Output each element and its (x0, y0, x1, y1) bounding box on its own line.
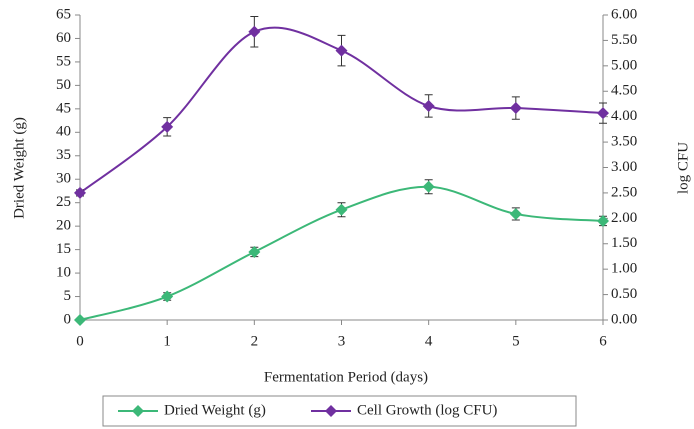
point (74, 314, 86, 326)
legend-marker (132, 405, 144, 417)
point (161, 290, 174, 303)
point (161, 120, 174, 133)
y-tick-label: 5 (64, 288, 72, 304)
point (248, 245, 261, 258)
y-tick-label: 45 (56, 100, 71, 116)
point (509, 207, 522, 220)
legend-label: Dried Weight (g) (164, 402, 266, 418)
y2-tick-label: 3.00 (611, 159, 637, 175)
y2-tick-label: 5.00 (611, 57, 637, 73)
y-tick-label: 20 (56, 218, 71, 234)
y-tick-label: 15 (56, 241, 71, 257)
point (422, 99, 435, 112)
y2-tick-label: 2.50 (611, 184, 637, 200)
y-tick-label: 35 (56, 147, 71, 163)
point (74, 186, 86, 199)
y2-tick-label: 0.50 (611, 286, 637, 302)
x-tick-label: 5 (512, 333, 520, 349)
y-tick-label: 50 (56, 77, 71, 93)
legend-box (102, 395, 577, 427)
y2-tick-label: 6.00 (611, 6, 637, 22)
point (335, 44, 348, 57)
y-tick-label: 60 (56, 30, 71, 46)
x-tick-label: 3 (338, 333, 346, 349)
y2-tick-label: 3.50 (611, 134, 637, 150)
y-tick-label: 65 (56, 6, 71, 22)
y2-tick-label: 4.00 (611, 108, 637, 124)
y-tick-label: 30 (56, 171, 71, 187)
point (248, 25, 261, 38)
point (597, 107, 609, 120)
x-tick-label: 4 (425, 333, 433, 349)
point (509, 102, 522, 115)
legend-marker (325, 405, 337, 417)
y2-axis-label: log CFU (675, 142, 691, 194)
y-tick-label: 40 (56, 124, 71, 140)
y2-tick-label: 1.50 (611, 235, 637, 251)
y2-tick-label: 1.00 (611, 261, 637, 277)
y2-tick-label: 2.00 (611, 210, 637, 226)
x-tick-label: 0 (76, 333, 84, 349)
y2-tick-label: 4.50 (611, 83, 637, 99)
x-axis-label: Fermentation Period (days) (264, 369, 428, 385)
x-tick-label: 2 (251, 333, 259, 349)
y-tick-label: 10 (56, 265, 71, 281)
point (597, 214, 609, 227)
y2-tick-label: 5.50 (611, 32, 637, 48)
y-axis-label: Dried Weight (g) (11, 117, 27, 219)
y-tick-label: 0 (64, 311, 72, 327)
point (335, 203, 348, 216)
y-tick-label: 55 (56, 53, 71, 69)
y-tick-label: 25 (56, 194, 71, 210)
x-tick-label: 6 (599, 333, 607, 349)
legend-label: Cell Growth (log CFU) (357, 402, 497, 418)
x-tick-label: 1 (163, 333, 171, 349)
point (422, 180, 435, 193)
y2-tick-label: 0.00 (611, 311, 637, 327)
